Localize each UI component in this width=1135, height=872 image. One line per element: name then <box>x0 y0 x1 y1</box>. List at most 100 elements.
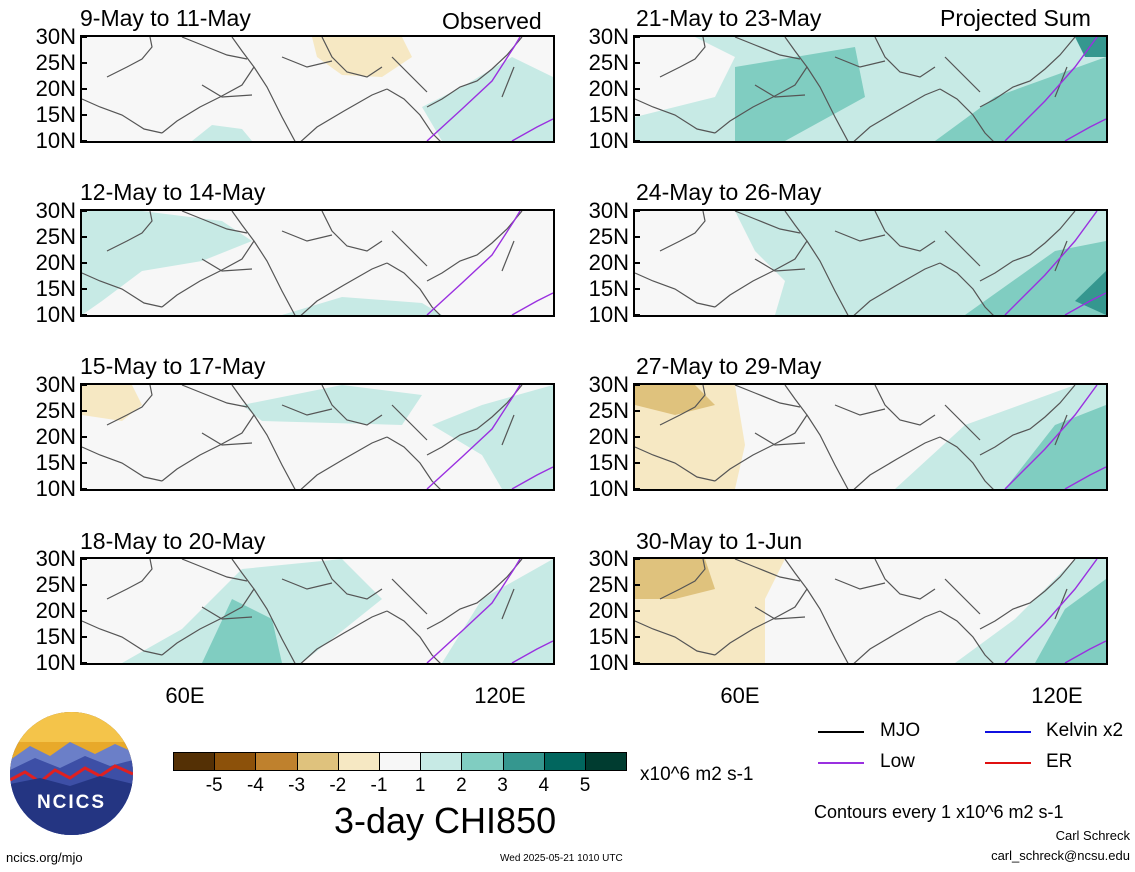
lat-label: 30N <box>35 24 76 49</box>
lat-tick <box>633 384 640 386</box>
lat-label: 10N <box>588 302 629 327</box>
lat-tick <box>80 636 87 638</box>
lat-tick <box>633 610 640 612</box>
colorbar-label: -4 <box>246 775 264 796</box>
lat-tick <box>80 384 87 386</box>
colorbar-swatch <box>255 752 298 771</box>
lat-label: 25N <box>588 398 629 423</box>
lat-label: 20N <box>588 76 629 101</box>
panel-title: 18-May to 20-May <box>80 528 266 554</box>
colorbar-units: x10^6 m2 s-1 <box>640 764 754 785</box>
lat-label: 20N <box>35 424 76 449</box>
timestamp: Wed 2025-05-21 1010 UTC <box>500 853 623 864</box>
lat-label: 20N <box>35 598 76 623</box>
colorbar-swatch <box>337 752 380 771</box>
figure-title: 3-day CHI850 <box>334 800 557 841</box>
lat-tick <box>633 62 640 64</box>
lat-tick <box>633 488 640 490</box>
lat-label: 25N <box>35 224 76 249</box>
author: Carl Schreck <box>1055 828 1130 843</box>
lat-tick <box>633 462 640 464</box>
lat-label: 10N <box>588 128 629 153</box>
lat-tick <box>80 662 87 664</box>
legend-line-kelvin <box>985 731 1031 733</box>
legend-line-mjo <box>818 731 864 733</box>
colorbar-label: -5 <box>205 775 223 796</box>
lat-tick <box>80 462 87 464</box>
lat-label: 30N <box>35 198 76 223</box>
map-graphic <box>82 211 553 315</box>
map-panel-4 <box>80 557 555 665</box>
colorbar-swatch <box>502 752 545 771</box>
lat-tick <box>633 558 640 560</box>
panel-tag: Projected Sum <box>940 5 1091 31</box>
lat-tick <box>80 610 87 612</box>
lat-tick <box>80 210 87 212</box>
lat-tick <box>633 314 640 316</box>
lat-label: 25N <box>35 572 76 597</box>
lat-tick <box>633 662 640 664</box>
lat-label: 25N <box>588 50 629 75</box>
colorbar-label: 3 <box>497 775 508 796</box>
panel-title: 27-May to 29-May <box>636 353 822 379</box>
lat-tick <box>80 36 87 38</box>
colorbar-label: 1 <box>414 775 426 796</box>
lat-tick <box>80 114 87 116</box>
lat-label: 30N <box>588 24 629 49</box>
lat-label: 15N <box>588 450 629 475</box>
lat-label: 25N <box>588 572 629 597</box>
map-panel-7 <box>633 383 1108 491</box>
lat-tick <box>80 62 87 64</box>
colorbar-swatch <box>379 752 422 771</box>
lat-tick <box>80 236 87 238</box>
map-panel-6 <box>633 209 1108 317</box>
colorbar-swatch <box>543 752 586 771</box>
lat-tick <box>633 410 640 412</box>
lat-label: 15N <box>588 624 629 649</box>
lat-label: 30N <box>588 198 629 223</box>
map-panel-3 <box>80 383 555 491</box>
lat-label: 10N <box>588 650 629 675</box>
panel-title: 9-May to 11-May <box>80 5 251 31</box>
map-graphic <box>82 37 553 141</box>
lat-tick <box>633 288 640 290</box>
map-graphic <box>635 211 1106 315</box>
lat-tick <box>80 488 87 490</box>
lat-label: 30N <box>35 546 76 571</box>
lat-tick <box>80 314 87 316</box>
map-panel-8 <box>633 557 1108 665</box>
colorbar-swatch <box>214 752 257 771</box>
lat-label: 30N <box>588 546 629 571</box>
colorbar-label: -2 <box>329 775 347 796</box>
map-graphic <box>82 385 553 489</box>
legend-line-low <box>818 762 864 764</box>
lat-tick <box>80 288 87 290</box>
lat-label: 15N <box>588 102 629 127</box>
lat-tick <box>80 140 87 142</box>
lat-label: 25N <box>588 224 629 249</box>
lat-tick <box>633 236 640 238</box>
map-graphic <box>635 559 1106 663</box>
lat-label: 15N <box>35 450 76 475</box>
lat-label: 15N <box>35 624 76 649</box>
lat-tick <box>633 636 640 638</box>
lat-tick <box>633 88 640 90</box>
lat-label: 10N <box>35 476 76 501</box>
lat-label: 30N <box>35 372 76 397</box>
lat-tick <box>633 36 640 38</box>
lat-label: 10N <box>35 128 76 153</box>
lat-label: 20N <box>588 250 629 275</box>
colorbar-label: 2 <box>456 775 467 796</box>
ncics-logo: NCICS <box>10 712 133 835</box>
colorbar-swatch <box>296 752 339 771</box>
legend-label-mjo: MJO <box>880 720 921 741</box>
map-graphic <box>635 37 1106 141</box>
lat-label: 25N <box>35 398 76 423</box>
lat-label: 15N <box>35 276 76 301</box>
lat-tick <box>633 210 640 212</box>
map-panel-2 <box>80 209 555 317</box>
lat-tick <box>633 114 640 116</box>
map-graphic <box>82 559 553 663</box>
panel-title: 21-May to 23-May <box>636 5 822 31</box>
lat-tick <box>80 88 87 90</box>
